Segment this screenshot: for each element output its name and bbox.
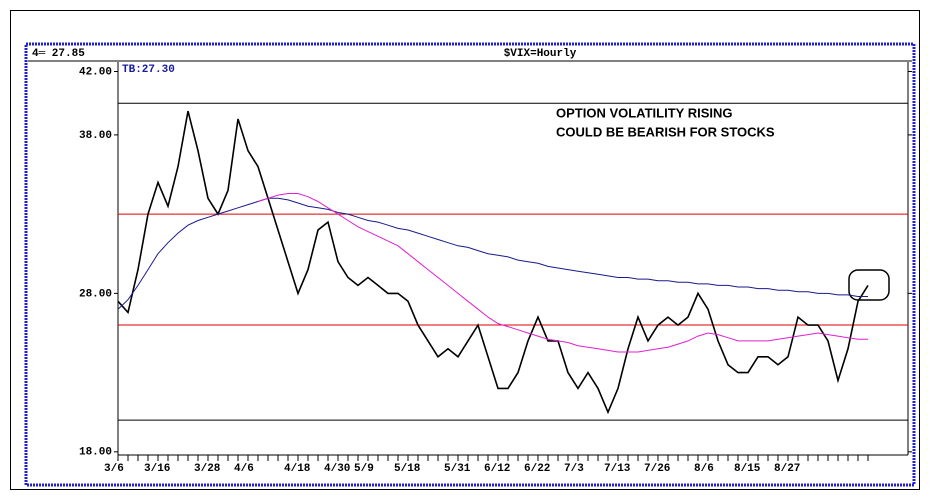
y-tick-label: 28.00 bbox=[79, 288, 112, 300]
series-line bbox=[117, 110, 869, 415]
x-tick-label: 7/13 bbox=[604, 463, 631, 475]
series-line bbox=[257, 193, 868, 353]
subtitle: TB:27.30 bbox=[122, 64, 175, 76]
x-tick-label: 8/15 bbox=[734, 463, 761, 475]
header-left: 4═ 27.85 bbox=[32, 48, 85, 60]
x-tick-label: 6/12 bbox=[484, 463, 510, 475]
annotation: OPTION VOLATILITY RISING bbox=[556, 105, 732, 120]
annotation: COULD BE BEARISH FOR STOCKS bbox=[556, 124, 775, 139]
x-tick-label: 4/30 bbox=[324, 463, 350, 475]
y-tick-label: 42.00 bbox=[79, 66, 112, 78]
highlight-circle bbox=[848, 269, 890, 301]
y-tick-label: 18.00 bbox=[79, 447, 112, 459]
window-border bbox=[24, 42, 916, 487]
x-tick-label: 8/27 bbox=[774, 463, 800, 475]
x-tick-label: 8/6 bbox=[694, 463, 714, 475]
outer-frame bbox=[10, 10, 920, 490]
chart-title: $VIX=Hourly bbox=[504, 48, 577, 60]
x-tick-label: 5/18 bbox=[394, 463, 421, 475]
x-tick-label: 4/18 bbox=[284, 463, 311, 475]
x-tick-label: 5/9 bbox=[354, 463, 374, 475]
x-tick-label: 7/3 bbox=[564, 463, 584, 475]
x-tick-label: 7/26 bbox=[644, 463, 670, 475]
x-tick-label: 3/6 bbox=[104, 463, 124, 475]
x-tick-label: 6/22 bbox=[524, 463, 550, 475]
x-tick-label: 3/16 bbox=[144, 463, 170, 475]
x-tick-label: 3/28 bbox=[194, 463, 221, 475]
y-tick-label: 38.00 bbox=[79, 130, 112, 142]
series-line bbox=[117, 197, 868, 310]
x-tick-label: 4/6 bbox=[234, 463, 254, 475]
x-tick-label: 5/31 bbox=[444, 463, 471, 475]
